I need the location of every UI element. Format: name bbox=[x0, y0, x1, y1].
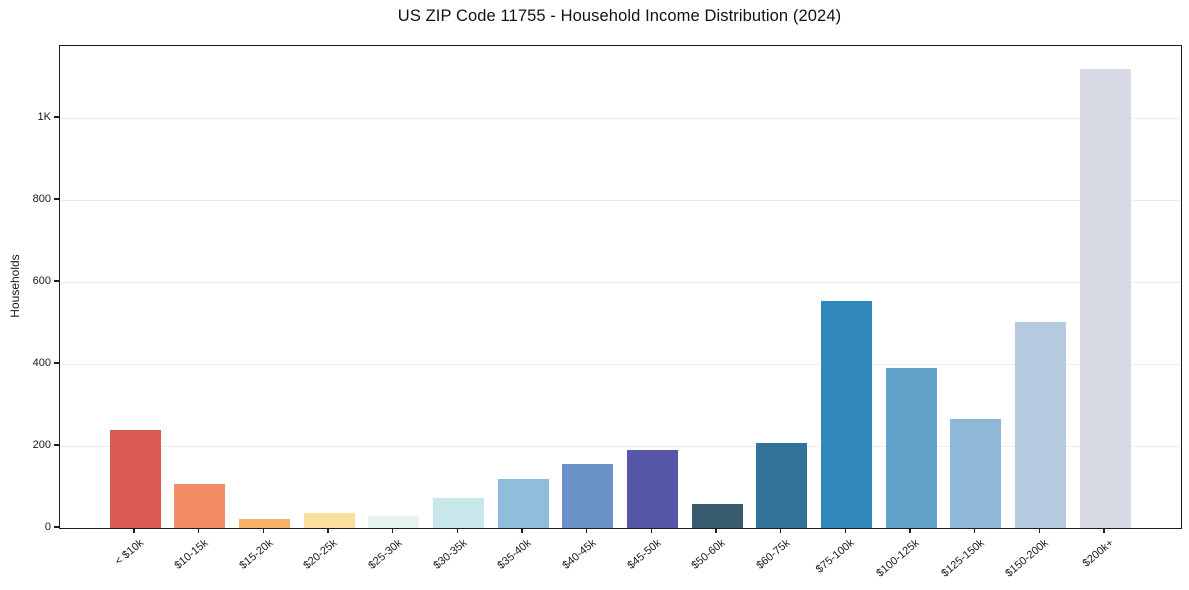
y-gridline bbox=[60, 363, 1181, 365]
x-axis-tick bbox=[133, 528, 135, 534]
x-axis-tick bbox=[1103, 528, 1105, 534]
x-axis-tick bbox=[521, 528, 523, 534]
bar-200k bbox=[1079, 68, 1131, 528]
y-axis-tick bbox=[54, 362, 59, 364]
x-tick-label: < $10k bbox=[112, 537, 146, 568]
bar-45-50k bbox=[626, 450, 678, 528]
x-tick-label: $45-50k bbox=[624, 537, 664, 572]
x-tick-label: $35-40k bbox=[495, 537, 534, 572]
y-axis-tick bbox=[54, 280, 59, 282]
bar-60-75k bbox=[756, 442, 808, 528]
bar-40-45k bbox=[562, 463, 614, 528]
x-tick-label: $150-200k bbox=[1003, 537, 1052, 580]
x-axis-tick bbox=[973, 528, 976, 534]
plot-area bbox=[59, 45, 1182, 529]
x-tick-label: $50-60k bbox=[689, 537, 728, 572]
bar-150-200k bbox=[1014, 321, 1066, 528]
x-axis-tick bbox=[197, 528, 200, 534]
y-axis-tick bbox=[54, 444, 59, 446]
x-tick-label: $60-75k bbox=[754, 537, 793, 572]
x-tick-label: $25-30k bbox=[366, 537, 405, 572]
y-tick-label: 400 bbox=[32, 356, 51, 369]
y-tick-label: 200 bbox=[32, 438, 51, 451]
x-axis-tick bbox=[391, 528, 394, 534]
x-tick-label: $30-35k bbox=[430, 537, 470, 572]
bar-30-35k bbox=[432, 498, 484, 528]
bar-75-100k bbox=[820, 301, 872, 528]
x-axis-tick bbox=[844, 528, 847, 534]
y-tick-label: 0 bbox=[44, 520, 51, 533]
bar-100-125k bbox=[885, 367, 937, 528]
bar-35-40k bbox=[497, 478, 549, 528]
y-axis-tick bbox=[54, 526, 59, 528]
x-axis-tick bbox=[1038, 528, 1041, 534]
y-gridline bbox=[60, 199, 1181, 201]
x-tick-label: $40-45k bbox=[560, 537, 599, 572]
x-axis-tick bbox=[650, 528, 653, 534]
bar-10k bbox=[109, 430, 161, 528]
x-axis-tick bbox=[327, 528, 329, 534]
bar-20-25k bbox=[303, 513, 355, 528]
x-tick-label: $200k+ bbox=[1080, 537, 1116, 570]
y-gridline bbox=[60, 281, 1181, 283]
x-axis-tick bbox=[585, 528, 588, 534]
y-axis-tick bbox=[54, 116, 59, 118]
x-tick-label: $15-20k bbox=[236, 537, 276, 572]
y-tick-label: 800 bbox=[32, 192, 51, 205]
x-axis-tick bbox=[715, 528, 717, 534]
x-axis-tick bbox=[456, 528, 459, 534]
bar-10-15k bbox=[174, 483, 226, 528]
y-gridline bbox=[60, 117, 1181, 119]
chart-title: US ZIP Code 11755 - Household Income Dis… bbox=[397, 7, 842, 25]
x-axis-tick bbox=[779, 528, 782, 534]
x-axis-tick bbox=[262, 528, 265, 534]
bar-50-60k bbox=[691, 504, 743, 528]
y-gridline bbox=[60, 445, 1181, 447]
x-axis-tick bbox=[909, 528, 911, 534]
x-tick-label: $10-15k bbox=[172, 537, 211, 572]
y-tick-label: 600 bbox=[32, 274, 51, 287]
x-tick-label: $125-150k bbox=[938, 537, 987, 580]
bar-25-30k bbox=[368, 515, 420, 528]
y-axis-tick bbox=[54, 198, 59, 200]
x-tick-label: $100-125k bbox=[874, 537, 922, 580]
bar-125-150k bbox=[950, 418, 1002, 528]
bar-15-20k bbox=[238, 518, 290, 528]
x-tick-label: $20-25k bbox=[301, 537, 340, 572]
y-tick-label: 1K bbox=[37, 110, 51, 123]
x-tick-label: $75-100k bbox=[814, 537, 858, 576]
